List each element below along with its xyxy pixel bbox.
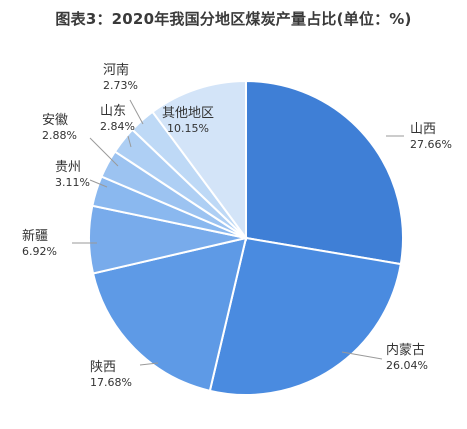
leader-line-1 — [341, 351, 383, 360]
slice-label-value-8: 10.15% — [167, 122, 209, 135]
leader-line-6 — [127, 135, 132, 148]
pie-slice-0 — [245, 79, 404, 266]
slice-label-value-4: 3.11% — [55, 176, 90, 189]
slice-label-value-0: 27.66% — [410, 138, 452, 151]
slice-label-value-2: 17.68% — [90, 376, 132, 389]
slice-label-name-1: 内蒙古 — [386, 342, 425, 358]
slice-label-value-5: 2.88% — [42, 129, 77, 142]
slice-label-value-3: 6.92% — [22, 245, 57, 258]
slice-label-value-7: 2.73% — [103, 79, 138, 92]
leader-line-2 — [139, 362, 159, 366]
leader-line-5 — [89, 137, 119, 167]
slice-label-name-6: 山东 — [100, 104, 126, 119]
slice-label-name-8: 其他地区 — [162, 106, 214, 121]
pie-slice-2 — [91, 236, 248, 392]
leader-line-7 — [129, 99, 144, 125]
slice-label-value-6: 2.84% — [100, 120, 135, 133]
slice-label-name-7: 河南 — [103, 62, 129, 78]
chart-title: 图表3：2020年我国分地区煤炭产量占比(单位：%) — [55, 10, 412, 28]
pie-slice-1 — [208, 236, 402, 396]
leader-line-4 — [89, 179, 108, 188]
slice-label-name-3: 新疆 — [22, 228, 48, 244]
slice-label-name-5: 安徽 — [42, 113, 68, 128]
slice-label-value-1: 26.04% — [386, 359, 428, 372]
slice-label-name-2: 陕西 — [90, 360, 116, 375]
pie-slice-8 — [151, 79, 247, 242]
slice-label-name-0: 山西 — [410, 122, 436, 137]
slice-label-name-4: 贵州 — [55, 160, 81, 175]
